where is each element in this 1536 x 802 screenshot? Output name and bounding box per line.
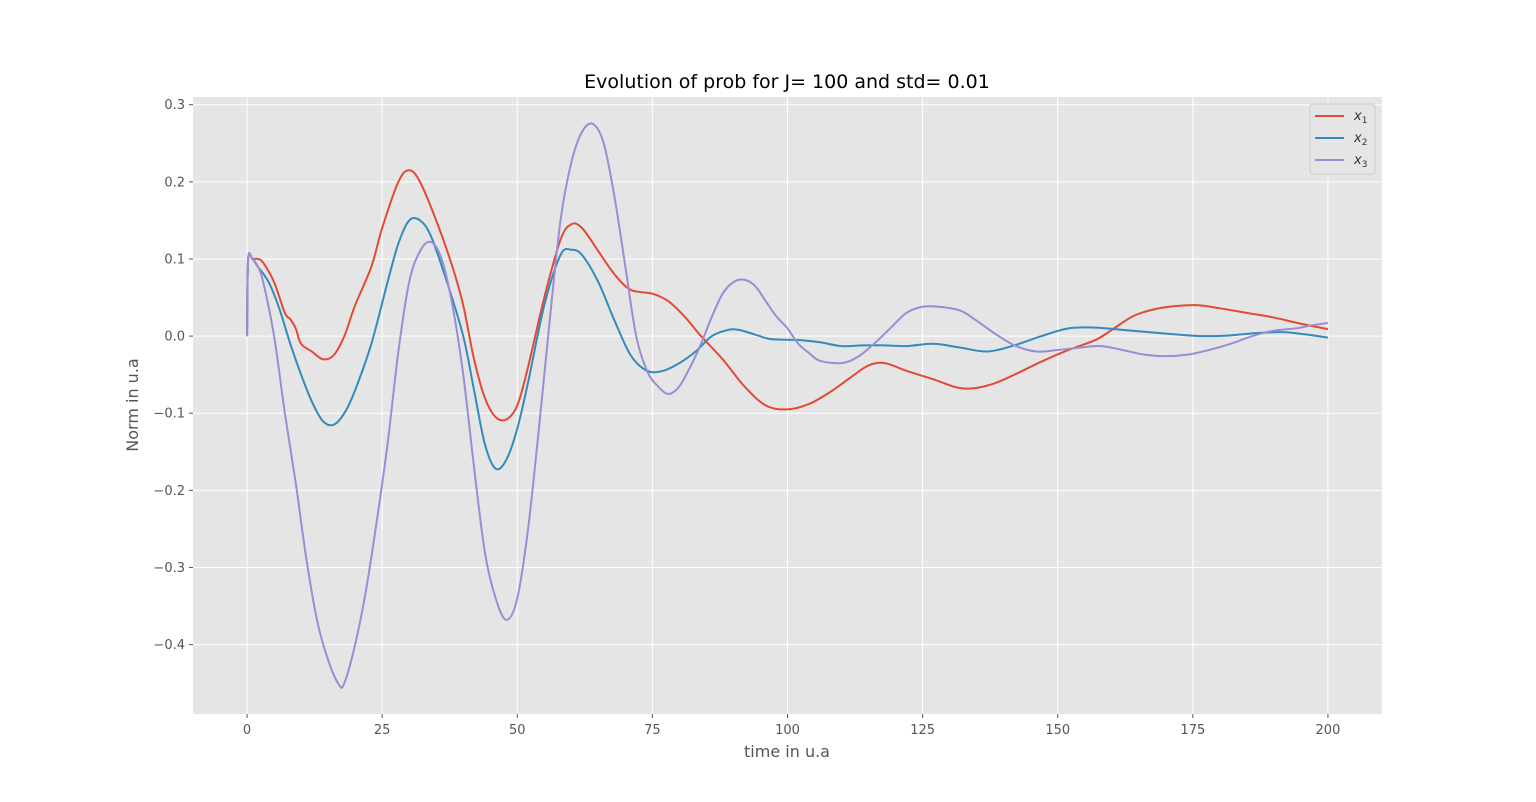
y-tick-label: 0.3: [164, 98, 185, 113]
x-axis-ticks: 0 25 50 75 100 125 150 175 200: [243, 714, 1340, 738]
x-tick-label: 50: [509, 723, 526, 738]
legend-label: x1: [1353, 109, 1367, 126]
y-tick-label: −0.1: [153, 407, 185, 422]
x-axis-label: time in u.a: [744, 742, 830, 761]
y-tick-label: −0.2: [153, 484, 185, 499]
x-tick-label: 200: [1316, 723, 1341, 738]
x-tick-label: 100: [775, 723, 800, 738]
x-tick-label: 150: [1045, 723, 1070, 738]
y-axis-label: Norm in u.a: [123, 358, 142, 451]
x-tick-label: 175: [1180, 723, 1205, 738]
x-tick-label: 0: [243, 723, 251, 738]
y-tick-label: −0.4: [153, 638, 185, 653]
x-tick-label: 75: [644, 723, 661, 738]
series-line-x2: [246, 216, 1329, 471]
legend-entry-x3: x3: [1315, 153, 1367, 170]
y-axis-ticks: 0.3 0.2 0.1 0.0 −0.1 −0.2 −0.3 −0.4: [153, 98, 193, 653]
y-tick-label: 0.1: [164, 252, 185, 267]
series-line-x1: [246, 169, 1329, 422]
y-tick-label: 0.2: [164, 175, 185, 190]
grid-lines: [193, 97, 1382, 714]
legend-entry-x1: x1: [1315, 109, 1367, 126]
x-tick-label: 25: [374, 723, 391, 738]
chart-title: Evolution of prob for J= 100 and std= 0.…: [584, 71, 990, 93]
series-line-x3: [246, 122, 1329, 689]
y-tick-label: −0.3: [153, 561, 185, 576]
legend: x1 x2 x3: [1309, 103, 1376, 175]
y-tick-label: 0.0: [164, 330, 185, 345]
legend-label: x2: [1353, 131, 1367, 148]
legend-label: x3: [1353, 153, 1367, 170]
x-tick-label: 125: [910, 723, 935, 738]
series-layer: [246, 122, 1329, 689]
legend-entry-x2: x2: [1315, 131, 1367, 148]
